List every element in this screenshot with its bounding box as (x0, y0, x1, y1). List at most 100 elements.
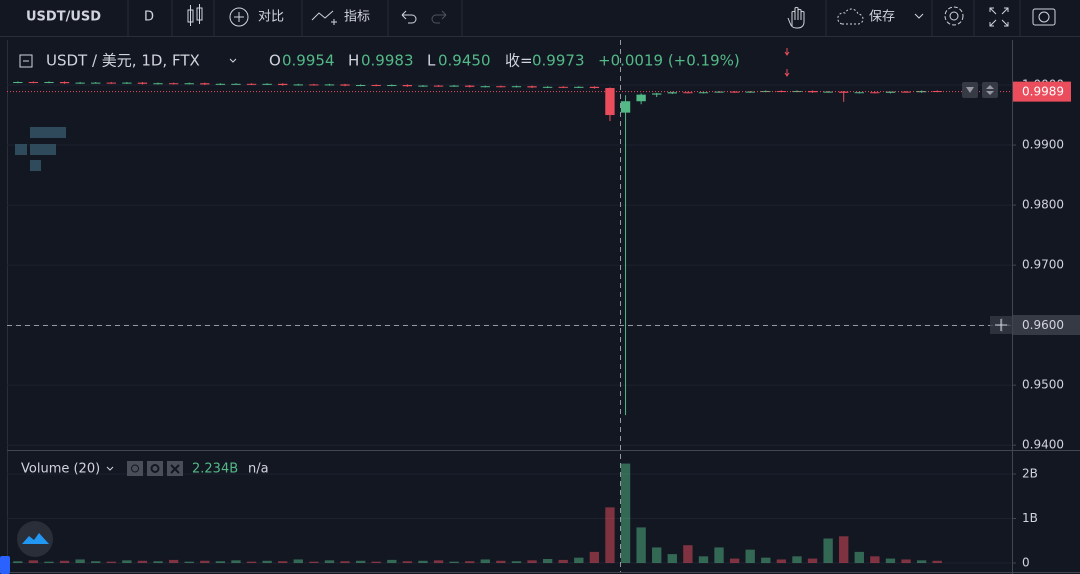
candle-body (293, 84, 303, 86)
volume-bar (44, 561, 54, 564)
volume-bar (231, 560, 241, 564)
interval[interactable]: D (144, 10, 154, 25)
undo-icon[interactable] (401, 10, 417, 24)
y-tick-label: 0.9700 (1022, 258, 1064, 272)
save[interactable]: 保存 (869, 10, 895, 25)
title-dropdown[interactable] (229, 58, 237, 63)
volume-bar (776, 559, 787, 564)
volume-bar (683, 545, 693, 564)
indicators[interactable]: 指标 (344, 10, 370, 25)
candle-body (13, 82, 23, 84)
scale-button[interactable] (982, 82, 998, 98)
candle-body (558, 86, 568, 88)
candle-body (184, 83, 194, 85)
candle-body (901, 91, 911, 93)
snapshot-icon[interactable] (1032, 8, 1056, 26)
y-tick-label: 1B (1022, 511, 1038, 525)
candle-body (449, 85, 459, 87)
open-label: O (269, 52, 281, 70)
volume-bar (916, 560, 927, 564)
candle-body (91, 82, 101, 84)
volume-bar (293, 559, 303, 564)
volume-dropdown[interactable] (106, 466, 114, 471)
toolbar: USDT/USD D 对比 指标 保存 (0, 0, 1080, 37)
settings-button[interactable] (147, 461, 163, 476)
candle-body (870, 92, 880, 94)
settings-gear (944, 6, 964, 26)
candle-body (667, 92, 677, 94)
candle-body (215, 83, 226, 85)
candle-body (620, 101, 631, 113)
candle-body (823, 91, 833, 93)
y-tick-label: 2B (1022, 466, 1038, 480)
candle-body (683, 92, 693, 94)
last-price-label: 0.9989 (1022, 85, 1064, 99)
volume-bar (605, 507, 615, 564)
volume-bar (246, 561, 257, 564)
y-tick-label: 0.9400 (1022, 438, 1064, 452)
candle-body (137, 82, 148, 84)
symbol[interactable]: USDT/USD (26, 10, 101, 25)
candle-body (714, 91, 724, 93)
indicators-icon[interactable] (311, 10, 337, 25)
volume-bar (714, 547, 724, 564)
redo-icon[interactable] (431, 10, 447, 24)
candle-body (636, 94, 646, 102)
candle-body (402, 85, 413, 87)
compare[interactable]: 对比 (258, 10, 284, 25)
volume-bar (511, 561, 522, 564)
compare-icon[interactable] (229, 7, 249, 27)
candle-body (153, 83, 163, 85)
candle-body (729, 91, 740, 93)
eye-button[interactable] (127, 461, 143, 476)
candle-body (262, 83, 272, 85)
collapse-icon[interactable] (19, 54, 33, 68)
hand-icon[interactable] (787, 6, 805, 29)
scale-button-icon (986, 85, 994, 95)
fullscreen-icon[interactable] (989, 7, 1009, 27)
candle-body (28, 82, 39, 84)
candle-body (839, 91, 849, 93)
candle-body (807, 91, 818, 93)
candle-body (371, 85, 381, 87)
candle-body (387, 85, 397, 87)
candle-style-icon[interactable] (187, 4, 203, 26)
save-dropdown[interactable] (914, 13, 924, 19)
open-value: 0.9954 (282, 52, 335, 70)
volume-bar (542, 559, 553, 564)
volume-bar (153, 561, 163, 564)
candle-body (589, 86, 600, 89)
crosshair-plus[interactable] (995, 319, 1007, 331)
volume-bar (200, 560, 210, 564)
volume-bar (402, 561, 413, 564)
logo-shape (22, 533, 49, 544)
volume-bar (839, 536, 849, 564)
volume-bar (496, 560, 506, 564)
settings-icon[interactable] (949, 11, 959, 21)
volume-title[interactable]: Volume (20) (21, 462, 100, 477)
candle-body (542, 86, 553, 88)
volume-bar (729, 558, 740, 564)
volume-bar (215, 561, 226, 564)
volume-bar (355, 560, 366, 564)
candle-body (652, 93, 662, 95)
eye-icon (131, 464, 139, 473)
candle-body (355, 85, 366, 87)
volume-bar (137, 560, 148, 564)
volume-bar (75, 559, 85, 564)
low-value: 0.9450 (438, 52, 491, 70)
candle-body (418, 85, 428, 87)
volume-legend: Volume (20) 2.234B n/a (21, 461, 269, 477)
cloud-icon (837, 8, 864, 25)
series-title[interactable]: USDT / 美元, 1D, FTX (46, 52, 200, 70)
candle-body (75, 82, 85, 84)
volume-extra: n/a (248, 462, 269, 477)
side-toggle[interactable] (0, 556, 10, 574)
candle-body (854, 92, 864, 94)
volume-bar (309, 561, 319, 564)
volume-bar (449, 561, 459, 564)
volume-bar (324, 560, 335, 564)
depth-bar (30, 144, 56, 155)
